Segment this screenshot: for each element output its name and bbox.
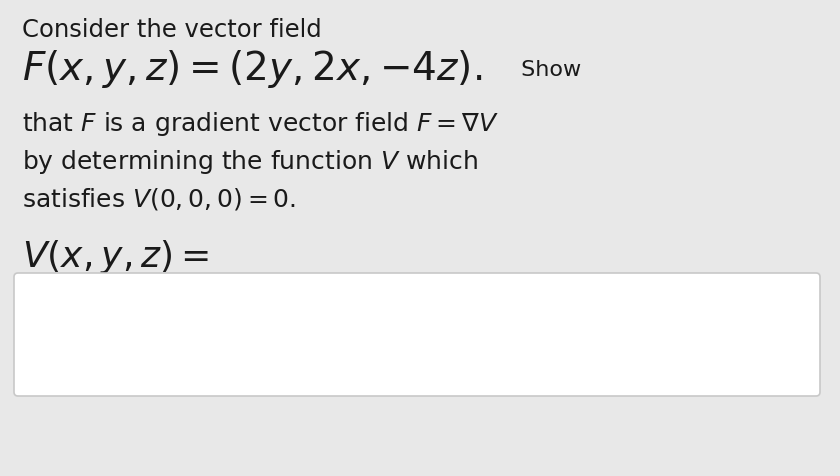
Text: that $F$ is a gradient vector field $F = \nabla V$: that $F$ is a gradient vector field $F =…	[22, 110, 499, 138]
Text: $V(x, y, z) =$: $V(x, y, z) =$	[22, 238, 209, 276]
Text: satisfies $V(0,0,0) = 0.$: satisfies $V(0,0,0) = 0.$	[22, 186, 296, 211]
Text: by determining the function $V$ which: by determining the function $V$ which	[22, 148, 478, 176]
Text: $F(x, y, z) = (2y, 2x, {-}4z)$.: $F(x, y, z) = (2y, 2x, {-}4z)$.	[22, 48, 482, 90]
Text: Consider the vector field: Consider the vector field	[22, 18, 322, 42]
Text: Show: Show	[514, 60, 581, 80]
FancyBboxPatch shape	[14, 273, 820, 396]
